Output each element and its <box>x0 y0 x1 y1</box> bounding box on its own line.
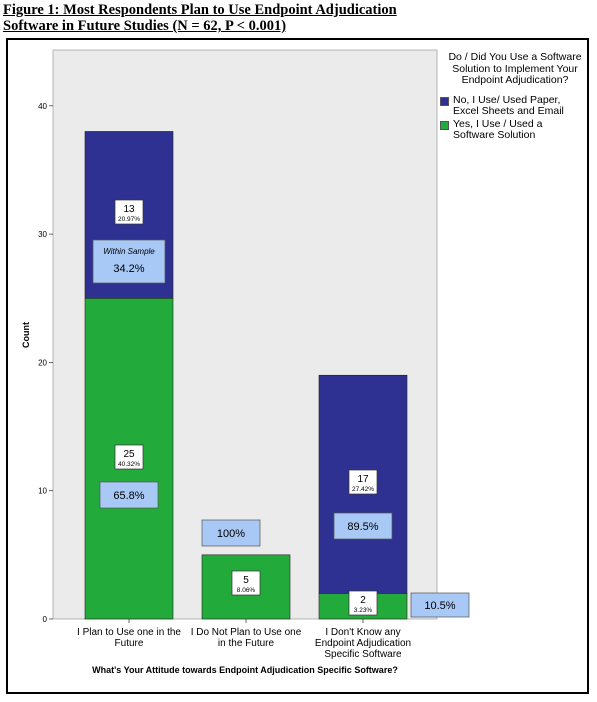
data-label-within-yes-3: 10.5% <box>410 592 470 618</box>
count-value: 5 <box>243 575 249 586</box>
x-category-label: I Plan to Use one in the <box>77 627 181 638</box>
within-percent-box-bg <box>333 512 393 540</box>
legend-label-yes-line-1: Yes, I Use / Used a <box>453 117 543 130</box>
legend-label-no-line-1: No, I Use/ Used Paper, <box>453 93 561 106</box>
count-percent: 20.97% <box>118 216 140 223</box>
x-axis-title: What's Your Attitude towards Endpoint Ad… <box>92 665 398 675</box>
figure-title-line-2: Software in Future Studies (N = 62, P < … <box>3 18 287 34</box>
count-box-bg <box>348 469 378 495</box>
within-percent-value: 10.5% <box>424 600 455 612</box>
count-value: 17 <box>357 474 369 485</box>
y-tick-label: 0 <box>43 615 48 624</box>
count-value: 13 <box>123 204 135 215</box>
y-tick-label: 20 <box>38 358 47 367</box>
count-box-bg <box>348 590 378 616</box>
legend-title: Do / Did You Use a Software Solution to … <box>448 51 582 86</box>
x-category-label: in the Future <box>218 638 275 649</box>
x-category-label: I Don't Know any <box>325 627 400 638</box>
count-percent: 8.06% <box>237 587 256 594</box>
count-percent: 27.42% <box>352 486 374 493</box>
within-percent-value: 34.2% <box>113 263 144 275</box>
chart-legend: Do / Did You Use a Software Solution to … <box>440 51 590 143</box>
count-box-bg <box>231 570 261 596</box>
y-tick-label: 30 <box>38 230 47 239</box>
count-box-bg <box>114 444 144 470</box>
data-label-within-no-1: Within Sample 34.2% <box>92 239 166 284</box>
data-label-within-yes-2: 100% <box>201 519 261 547</box>
within-percent-value: 89.5% <box>347 521 378 533</box>
count-box-bg <box>114 199 144 225</box>
legend-label-no-line-2: Excel Sheets and Email <box>453 105 564 117</box>
x-category-label: I Do Not Plan to Use one <box>191 627 302 638</box>
x-category-label: Future <box>115 638 144 649</box>
within-percent-box-bg <box>92 239 166 284</box>
within-percent-box-bg <box>410 592 470 618</box>
y-tick-label: 40 <box>38 102 47 111</box>
legend-swatch-no <box>440 96 449 106</box>
count-value: 2 <box>360 595 366 606</box>
data-label-within-yes-1: 65.8% <box>99 481 159 509</box>
count-percent: 40.32% <box>118 461 140 468</box>
legend-swatch-yes <box>440 120 449 130</box>
data-label-yes-3: 23.23% <box>348 590 378 616</box>
figure-title: Figure 1: Most Respondents Plan to Use E… <box>3 2 397 34</box>
within-percent-box-bg <box>201 519 261 547</box>
legend-item-no: No, I Use/ Used Paper, Excel Sheets and … <box>440 93 590 118</box>
data-label-within-no-3: 89.5% <box>333 512 393 540</box>
within-percent-value: 100% <box>217 528 245 540</box>
within-sample-note: Within Sample <box>103 247 155 256</box>
within-percent-box-bg <box>99 481 159 509</box>
y-tick-label: 10 <box>38 487 47 496</box>
count-percent: 3.23% <box>354 607 373 614</box>
legend-item-yes: Yes, I Use / Used a Software Solution <box>440 117 590 142</box>
legend-label-yes-line-2: Software Solution <box>453 129 536 141</box>
x-category-label: Endpoint Adjudication <box>315 638 411 649</box>
within-percent-value: 65.8% <box>113 490 144 502</box>
y-axis-title: Count <box>21 322 31 348</box>
x-category-label: Specific Software <box>324 649 402 660</box>
count-value: 25 <box>123 449 135 460</box>
data-label-yes-2: 58.06% <box>231 570 261 596</box>
figure-title-line-1: Figure 1: Most Respondents Plan to Use E… <box>3 2 397 18</box>
